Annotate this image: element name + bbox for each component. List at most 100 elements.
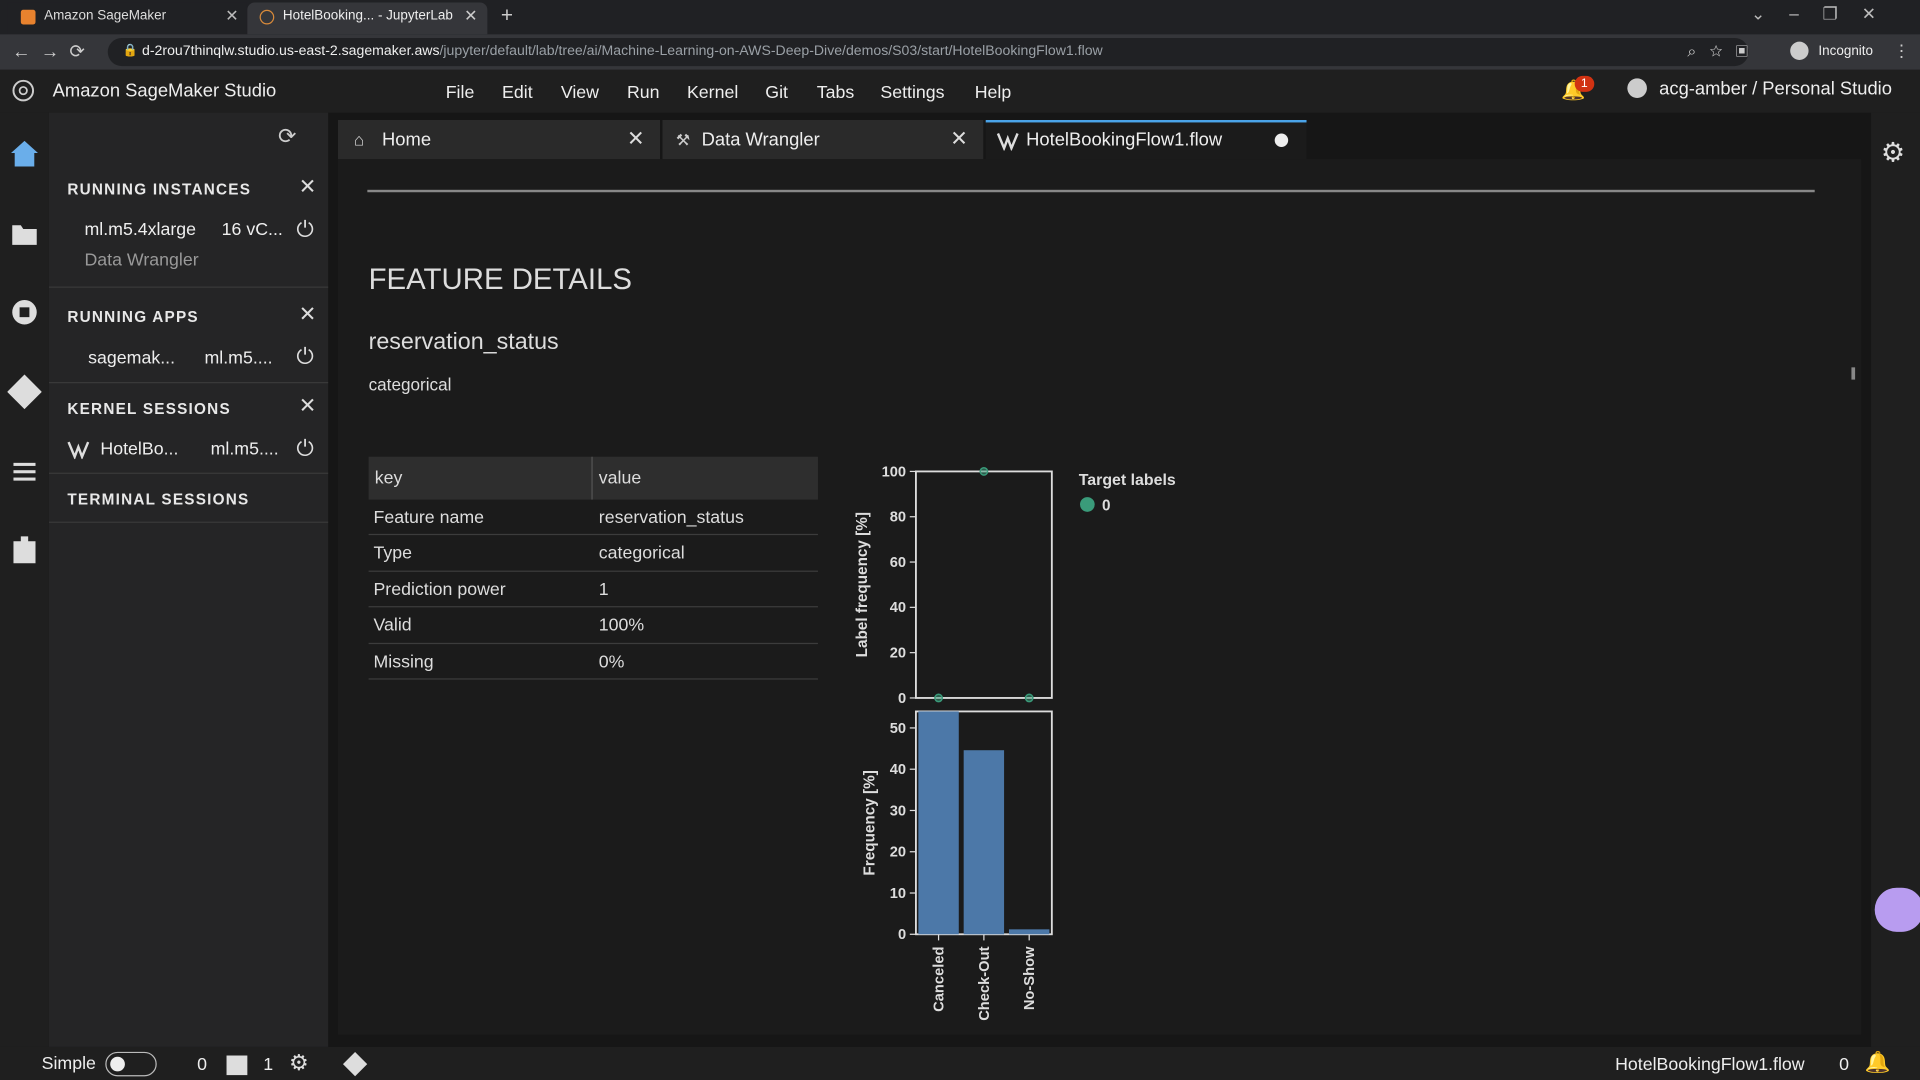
status-count: 0: [1839, 1055, 1850, 1076]
y-tick-label: 60: [890, 555, 906, 571]
section-title: RUNNING APPS: [67, 308, 199, 326]
tab-close[interactable]: ✕: [225, 6, 239, 25]
browser-menu[interactable]: ⋮: [1893, 40, 1911, 61]
doc-tab-title[interactable]: HotelBookingFlow1.flow: [1026, 129, 1223, 151]
kernel-name: HotelBo...: [100, 439, 179, 460]
browser-icons[interactable]: ⌕ ☆ ▣: [1687, 41, 1748, 61]
nav-buttons[interactable]: ← → ⟳: [12, 41, 85, 63]
wrangler-icon: ⚒: [675, 131, 691, 150]
doc-tab-active[interactable]: [985, 120, 1307, 160]
terminal-icon: [226, 1055, 248, 1076]
doc-tab-close[interactable]: ✕: [950, 127, 968, 151]
y-tick-label: 0: [898, 691, 906, 707]
tab-title[interactable]: Amazon SageMaker: [44, 8, 167, 24]
sidebar: [48, 112, 329, 1047]
table-header-cell: value: [598, 468, 642, 489]
divider: [48, 472, 329, 474]
new-tab[interactable]: +: [500, 3, 513, 27]
favicon: [259, 9, 275, 25]
legend-symbol: [1080, 497, 1095, 512]
menu-item[interactable]: View: [560, 83, 599, 103]
y-tick-label: 40: [890, 762, 906, 778]
app-detail: ml.m5....: [204, 348, 273, 369]
doc-tab-title[interactable]: Home: [382, 129, 432, 151]
status-file: HotelBookingFlow1.flow: [1615, 1055, 1805, 1076]
power-button[interactable]: ⏻: [296, 216, 314, 242]
section-title: TERMINAL SESSIONS: [67, 491, 250, 509]
chat-button[interactable]: [1874, 887, 1920, 932]
menu-item[interactable]: Edit: [502, 83, 533, 103]
settings-icon[interactable]: ⚙: [1880, 137, 1905, 168]
bell-icon[interactable]: 🔔: [1864, 1050, 1891, 1074]
tab-title[interactable]: HotelBooking... - JupyterLab: [282, 8, 453, 24]
separator: [367, 189, 1815, 193]
activity-bar: [0, 112, 49, 1047]
instance-detail: 16 vC...: [221, 220, 283, 241]
col-divider: [591, 456, 593, 500]
x-tick-label: Check-Out: [977, 946, 993, 1020]
shutdown-all[interactable]: ✕: [298, 302, 317, 326]
flow-icon: [996, 132, 1019, 151]
power-button[interactable]: ⏻: [296, 344, 314, 369]
doc-tab[interactable]: [662, 120, 984, 160]
menu-item[interactable]: Kernel: [686, 83, 739, 103]
instance-name: ml.m5.4xlarge: [84, 220, 196, 241]
menu-item[interactable]: Tabs: [816, 83, 855, 103]
feature-kind: categorical: [368, 374, 452, 395]
url-field[interactable]: [107, 37, 1749, 67]
window-controls[interactable]: ⌄ – ❐ ✕: [1751, 3, 1877, 24]
y-axis-title: Frequency [%]: [861, 770, 878, 875]
row-divider: [368, 534, 818, 536]
divider: [48, 521, 329, 523]
menu-item[interactable]: Git: [765, 83, 788, 103]
url[interactable]: d-2rou7thinqlw.studio.us-east-2.sagemake…: [142, 44, 1103, 59]
point: [934, 693, 943, 703]
mode-toggle[interactable]: [105, 1051, 157, 1077]
shutdown-all[interactable]: ✕: [298, 175, 317, 199]
menu-item[interactable]: File: [445, 83, 475, 103]
row-divider: [368, 678, 818, 680]
home-icon: ⌂: [353, 129, 365, 150]
profile-label[interactable]: Incognito: [1818, 44, 1874, 59]
divider: [48, 382, 329, 384]
y-tick-label: 40: [890, 600, 906, 616]
menu-item[interactable]: Run: [626, 83, 660, 103]
table-cell: Type: [373, 544, 412, 564]
legend-title: Target labels: [1079, 472, 1176, 489]
bar: [963, 750, 1005, 935]
app-logo: [12, 79, 35, 102]
table-cell: categorical: [598, 544, 685, 564]
menu-item[interactable]: Settings: [880, 83, 945, 103]
table-cell: Valid: [373, 616, 412, 636]
tab-close[interactable]: ✕: [464, 6, 478, 25]
url-host: d-2rou7thinqlw.studio.us-east-2.sagemake…: [142, 44, 440, 59]
table-header: [368, 456, 818, 500]
y-tick-label: 10: [890, 886, 906, 902]
lock-icon: 🔒: [122, 44, 138, 58]
profile-icon[interactable]: [1790, 41, 1809, 61]
kernel-detail: ml.m5....: [210, 439, 279, 460]
table-cell: reservation_status: [598, 508, 744, 528]
plot-frame: [915, 470, 1053, 699]
doc-tab-close[interactable]: ✕: [626, 127, 645, 151]
mode-label: Simple: [41, 1054, 96, 1074]
activity-icons[interactable]: [7, 137, 42, 578]
row-divider: [368, 606, 818, 608]
x-tick-label: No-Show: [1022, 946, 1038, 1010]
shutdown-all[interactable]: ✕: [298, 394, 317, 418]
doc-tab[interactable]: [337, 120, 661, 160]
browser-tab-active[interactable]: [247, 2, 488, 35]
power-button[interactable]: ⏻: [296, 435, 314, 461]
status-bar: [0, 1046, 1920, 1080]
y-tick-label: 30: [890, 803, 906, 819]
y-tick-label: 100: [882, 464, 907, 480]
menu-item[interactable]: Help: [974, 83, 1012, 103]
browser-tab[interactable]: [7, 2, 247, 35]
document-area: [337, 159, 1862, 1035]
section-heading: FEATURE DETAILS: [368, 263, 633, 297]
doc-tab-title[interactable]: Data Wrangler: [701, 129, 820, 151]
refresh-button[interactable]: ⟳: [277, 123, 297, 149]
unsaved-dot: [1274, 133, 1289, 147]
menubar: [0, 69, 1920, 113]
user-label[interactable]: acg-amber / Personal Studio: [1659, 78, 1892, 100]
